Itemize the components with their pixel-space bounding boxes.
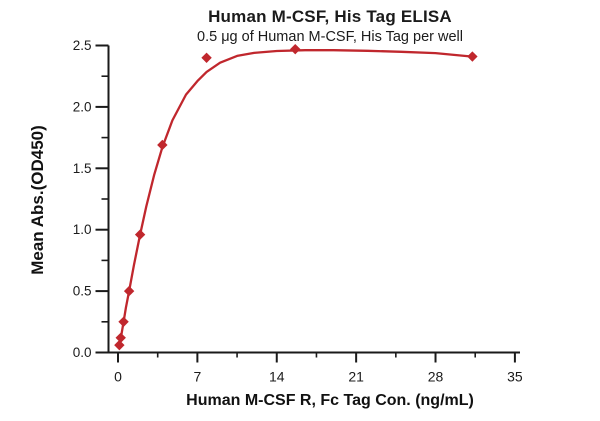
x-tick-label: 0 bbox=[114, 369, 122, 385]
x-tick-label: 7 bbox=[193, 369, 201, 385]
data-point bbox=[114, 339, 125, 351]
chart-subtitle: 0.5 μg of Human M-CSF, His Tag per well bbox=[197, 29, 463, 45]
y-tick-label: 2.5 bbox=[73, 38, 92, 53]
x-axis-label: Human M-CSF R, Fc Tag Con. (ng/mL) bbox=[186, 392, 474, 409]
x-tick-label: 28 bbox=[428, 369, 444, 385]
y-tick-label: 0.5 bbox=[73, 284, 92, 299]
data-point bbox=[290, 43, 301, 55]
data-point bbox=[157, 139, 168, 151]
y-tick-label: 2.0 bbox=[73, 99, 92, 114]
data-point bbox=[467, 51, 478, 62]
y-tick-label: 1.0 bbox=[73, 222, 92, 237]
chart-title: Human M-CSF, His Tag ELISA bbox=[208, 7, 452, 26]
x-tick-label: 21 bbox=[348, 369, 364, 385]
data-point bbox=[118, 316, 129, 327]
data-point bbox=[115, 332, 126, 343]
y-tick-label: 0.0 bbox=[73, 345, 92, 360]
x-tick-label: 35 bbox=[507, 369, 523, 385]
data-point bbox=[134, 229, 146, 240]
x-tick-label: 14 bbox=[269, 369, 285, 385]
data-point bbox=[123, 285, 135, 297]
data-point bbox=[201, 52, 212, 63]
y-tick-label: 1.5 bbox=[73, 161, 92, 176]
fit-curve bbox=[118, 49, 474, 347]
